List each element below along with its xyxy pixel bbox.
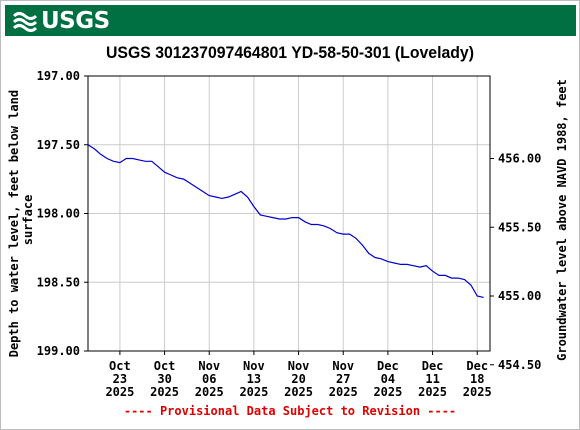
y-left-tick-label: 197.00 (37, 69, 80, 83)
y-right-tick-label: 456.00 (498, 152, 541, 166)
y-left-axis-label-line-1: Depth to water level, feet below land (7, 90, 21, 357)
y-left-tick-label: 198.50 (37, 275, 80, 289)
usgs-banner: USGS (5, 5, 576, 36)
grid-lines (88, 76, 490, 351)
y-left-axis-label-line-2: surface (21, 195, 35, 246)
y-left-tick-label: 198.00 (37, 207, 80, 221)
y-left-axis-label: Depth to water level, feet below land su… (7, 83, 35, 358)
y-left-tick-label: 197.50 (37, 138, 80, 152)
x-tick-label: Dec 04 2025 (373, 359, 402, 399)
x-tick-label: Oct 30 2025 (150, 359, 179, 399)
tick-marks (84, 75, 494, 366)
x-tick-label: Nov 13 2025 (239, 359, 268, 399)
provisional-data-footer: ---- Provisional Data Subject to Revisio… (123, 404, 457, 418)
x-tick-label: Dec 18 2025 (463, 359, 492, 399)
usgs-logo[interactable]: USGS (13, 7, 110, 34)
water-level-series-line (87, 144, 484, 298)
y-right-tick-label: 454.50 (498, 358, 541, 372)
chart-title: USGS 301237097464801 YD-58-50-301 (Lovel… (106, 43, 474, 62)
usgs-wave-icon (13, 11, 37, 32)
usgs-logo-text: USGS (41, 7, 110, 34)
x-tick-label: Dec 11 2025 (418, 359, 447, 399)
x-tick-label: Nov 27 2025 (329, 359, 358, 399)
x-tick-labels: Oct 23 2025 Oct 30 2025 Nov 06 2025 Nov 13 2025 Nov 2… (105, 359, 491, 399)
x-tick-label: Oct 23 2025 (105, 359, 134, 399)
y-right-tick-label: 455.00 (498, 289, 541, 303)
y-left-tick-label: 199.00 (37, 344, 80, 358)
x-tick-label: Nov 20 2025 (284, 359, 313, 399)
y-left-tick-labels: 197.00 197.50 198.00 198.50 199.00 (37, 69, 80, 358)
x-tick-label: Nov 06 2025 (195, 359, 224, 399)
y-right-axis-label: Groundwater level above NAVD 1988, feet (555, 79, 569, 361)
y-right-tick-label: 455.50 (498, 220, 541, 234)
y-right-tick-labels: 456.00 455.50 455.00 454.50 (498, 152, 541, 372)
